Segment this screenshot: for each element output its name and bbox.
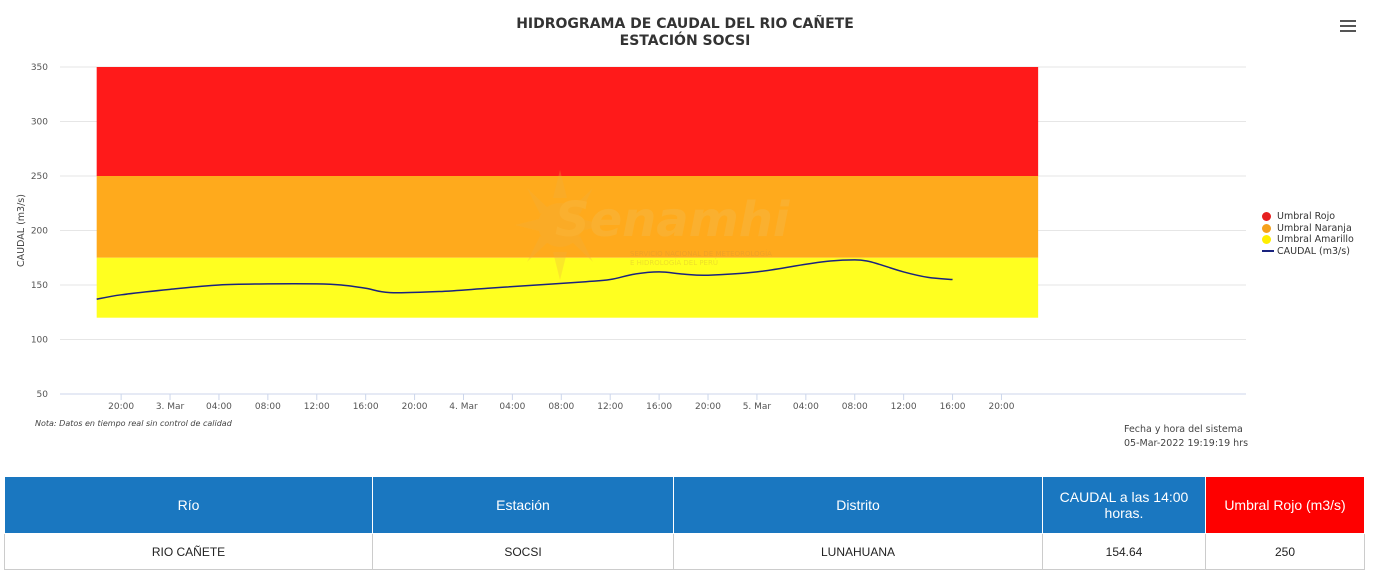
x-tick-label: 20:00 <box>108 402 134 412</box>
x-tick-label: 12:00 <box>891 402 917 412</box>
legend-marker-umbral-naranja <box>1262 223 1271 233</box>
x-tick-label: 12:00 <box>304 402 330 412</box>
legend-item-umbral-rojo[interactable]: Umbral Rojo <box>1262 211 1354 223</box>
x-tick-label: 20:00 <box>988 402 1014 412</box>
x-tick-label: 16:00 <box>353 402 379 412</box>
legend-label-umbral-rojo: Umbral Rojo <box>1277 211 1336 223</box>
y-tick-label: 150 <box>31 281 48 291</box>
x-tick-label: 12:00 <box>597 402 623 412</box>
cell-distrito: LUNAHUANA <box>673 533 1043 570</box>
y-tick-label: 300 <box>31 118 48 128</box>
x-tick-label: 20:00 <box>402 402 428 412</box>
y-tick-label: 100 <box>31 336 48 346</box>
header-caudal: CAUDAL a las 14:00 horas. <box>1042 476 1206 534</box>
x-tick-label: 16:00 <box>940 402 966 412</box>
hamburger-menu-icon[interactable] <box>1340 20 1356 34</box>
y-tick-label: 350 <box>31 63 48 73</box>
x-tick-label: 20:00 <box>695 402 721 412</box>
cell-estacion: SOCSI <box>372 533 674 570</box>
data-quality-note: Nota: Datos en tiempo real sin control d… <box>35 419 232 428</box>
header-distrito: Distrito <box>673 476 1043 534</box>
cell-caudal: 154.64 <box>1042 533 1206 570</box>
legend-item-caudal[interactable]: CAUDAL (m3/s) <box>1262 246 1354 258</box>
system-time-value: 05-Mar-2022 19:19:19 hrs <box>1124 438 1249 449</box>
legend-item-umbral-naranja[interactable]: Umbral Naranja <box>1262 223 1354 235</box>
y-tick-label: 50 <box>37 390 49 400</box>
x-tick-label: 5. Mar <box>743 402 772 412</box>
x-tick-label: 04:00 <box>206 402 232 412</box>
y-tick-label: 250 <box>31 172 48 182</box>
legend-marker-umbral-rojo <box>1262 212 1271 222</box>
legend-item-umbral-amarillo[interactable]: Umbral Amarillo <box>1262 234 1354 246</box>
x-tick-label: 3. Mar <box>156 402 185 412</box>
legend-label-umbral-naranja: Umbral Naranja <box>1277 222 1352 234</box>
x-tick-label: 04:00 <box>793 402 819 412</box>
table-header-row: Río Estación Distrito CAUDAL a las 14:00… <box>4 476 1365 534</box>
legend-label-umbral-amarillo: Umbral Amarillo <box>1277 234 1354 246</box>
chart-title: HIDROGRAMA DE CAUDAL DEL RIO CAÑETE <box>516 16 854 32</box>
threshold-band <box>96 67 1039 176</box>
header-estacion: Estación <box>372 476 674 534</box>
threshold-band <box>96 176 1039 258</box>
cell-umbral-rojo: 250 <box>1205 533 1365 570</box>
system-time-label: Fecha y hora del sistema <box>1124 424 1243 435</box>
chart-subtitle: ESTACIÓN SOCSI <box>619 33 751 49</box>
station-info-table: Río Estación Distrito CAUDAL a las 14:00… <box>4 476 1365 570</box>
legend-marker-caudal <box>1262 250 1274 253</box>
header-rio: Río <box>4 476 373 534</box>
x-tick-label: 08:00 <box>548 402 574 412</box>
legend-marker-umbral-amarillo <box>1262 235 1271 245</box>
header-umbral-rojo: Umbral Rojo (m3/s) <box>1205 476 1365 534</box>
x-tick-label: 16:00 <box>646 402 672 412</box>
chart-legend: Umbral Rojo Umbral Naranja Umbral Amaril… <box>1262 211 1354 257</box>
chart-plot-area: 50 100 150 200 250 300 350 20:00 3. Mar 04:00 08:0… <box>16 63 1246 412</box>
table-row: RIO CAÑETE SOCSI LUNAHUANA 154.64 250 <box>4 533 1365 570</box>
hydrograph-chart: HIDROGRAMA DE CAUDAL DEL RIO CAÑETE ESTA… <box>16 16 1356 449</box>
x-tick-label: 4. Mar <box>449 402 478 412</box>
cell-rio: RIO CAÑETE <box>4 533 373 570</box>
x-tick-label: 04:00 <box>499 402 525 412</box>
x-tick-label: 08:00 <box>255 402 281 412</box>
series-line-caudal <box>96 259 953 300</box>
y-axis-title: CAUDAL (m3/s) <box>16 194 27 267</box>
x-tick-label: 08:00 <box>842 402 868 412</box>
threshold-band <box>96 257 1039 318</box>
y-tick-label: 200 <box>31 227 48 237</box>
legend-label-caudal: CAUDAL (m3/s) <box>1277 245 1350 257</box>
